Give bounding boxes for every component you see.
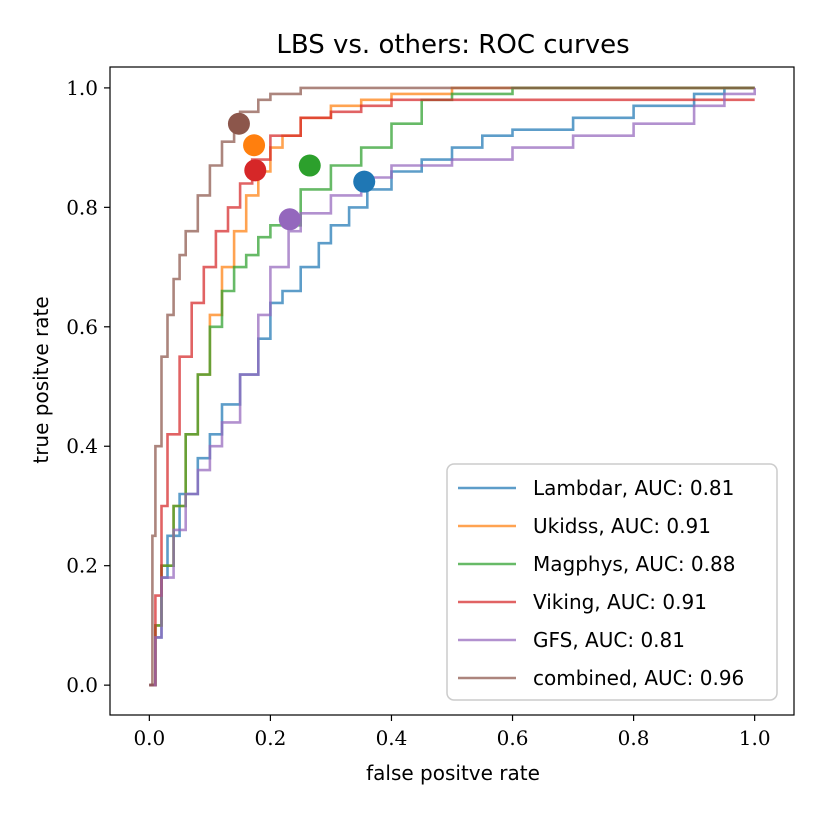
x-tick-label-0: 0.0 (133, 726, 165, 750)
operating-point-combined (227, 112, 250, 135)
operating-point-ukidss (243, 134, 266, 157)
y-tick-label-4: 0.8 (66, 195, 98, 219)
chart-title: LBS vs. others: ROC curves (276, 30, 629, 60)
legend-label-lambdar: Lambdar, AUC: 0.81 (533, 476, 734, 500)
legend-label-combined: combined, AUC: 0.96 (533, 666, 744, 690)
y-tick-label-5: 1.0 (66, 76, 98, 100)
x-tick-label-2: 0.4 (376, 726, 408, 750)
legend: Lambdar, AUC: 0.81 Ukidss, AUC: 0.91 Magph… (446, 463, 778, 701)
legend-label-magphys: Magphys, AUC: 0.88 (533, 552, 735, 576)
y-tick-label-1: 0.2 (66, 554, 98, 578)
operating-point-lambdar (353, 170, 376, 193)
legend-box (446, 463, 778, 701)
y-tick-label-2: 0.4 (66, 434, 98, 458)
y-axis-label: true positve rate (29, 296, 53, 463)
roc-curve-combined (149, 86, 755, 687)
plot-area: 0.0 0.2 0.4 0.6 0.8 1.0 0.0 0.2 0.4 0.6 0.8 1.0 (66, 66, 795, 750)
y-tick-label-0: 0.0 (66, 673, 98, 697)
x-tick-label-5: 1.0 (739, 726, 771, 750)
operating-point-magphys (298, 154, 321, 177)
operating-point-viking (244, 159, 267, 182)
roc-curve-viking (149, 98, 755, 687)
operating-point-gfs (278, 208, 301, 231)
x-axis-label: false positve rate (366, 761, 540, 785)
legend-label-ukidss: Ukidss, AUC: 0.91 (533, 514, 711, 538)
roc-curve-gfs (149, 87, 756, 687)
axes-frame (109, 66, 795, 716)
legend-label-viking: Viking, AUC: 0.91 (533, 590, 707, 614)
x-tick-label-3: 0.6 (497, 726, 529, 750)
x-tick-label-1: 0.2 (255, 726, 287, 750)
y-tick-label-3: 0.6 (66, 315, 98, 339)
legend-label-gfs: GFS, AUC: 0.81 (533, 628, 685, 652)
x-tick-label-4: 0.8 (618, 726, 650, 750)
